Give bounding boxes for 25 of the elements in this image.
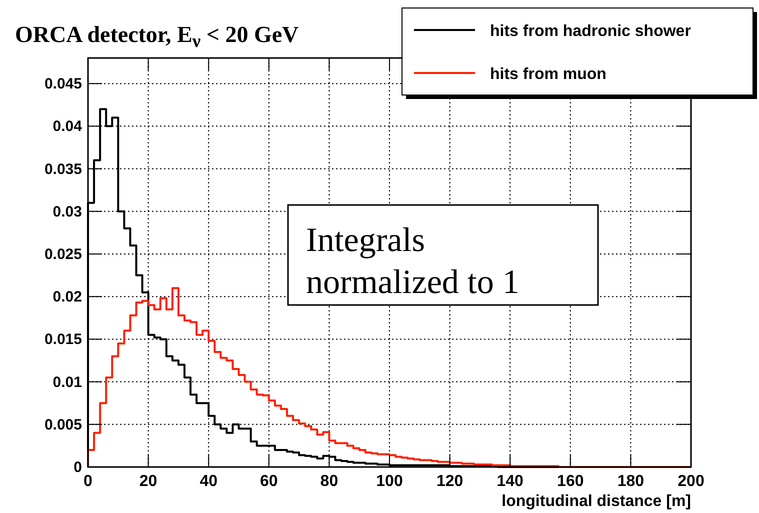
y-tick-label: 0.03 bbox=[52, 203, 82, 220]
y-tick-label: 0.045 bbox=[44, 76, 82, 93]
x-tick-label: 160 bbox=[557, 473, 584, 490]
y-tick-label: 0.005 bbox=[44, 416, 82, 434]
y-tick-label: 0.025 bbox=[44, 246, 82, 263]
x-tick-label: 80 bbox=[320, 473, 338, 490]
y-tick-label: 0.035 bbox=[44, 160, 82, 178]
legend-label: hits from muon bbox=[490, 66, 606, 83]
x-tick-label: 100 bbox=[376, 473, 403, 490]
annotation: Integrals normalized to 1 bbox=[306, 222, 520, 301]
x-tick-label: 120 bbox=[436, 473, 464, 490]
x-tick-label: 140 bbox=[496, 473, 524, 490]
chart-title: ORCA detector, E$_{ν}$ < 20 GeV bbox=[15, 22, 300, 50]
y-tick-label: 0.015 bbox=[44, 331, 82, 348]
y-tick-label: 0 bbox=[74, 459, 82, 476]
x-tick-label: 60 bbox=[260, 473, 278, 490]
x-axis-title: longitudinal distance [m] bbox=[502, 493, 691, 510]
y-tick-label: 0.02 bbox=[52, 288, 82, 306]
legend-label: hits from hadronic shower bbox=[490, 23, 691, 40]
x-tick-label: 20 bbox=[139, 473, 158, 490]
x-tick-label: 180 bbox=[617, 473, 644, 490]
y-tick-label: 0.01 bbox=[52, 374, 82, 391]
y-tick-label: 0.04 bbox=[52, 118, 83, 136]
x-tick-label: 200 bbox=[678, 473, 704, 490]
x-tick-label: 40 bbox=[200, 473, 218, 490]
